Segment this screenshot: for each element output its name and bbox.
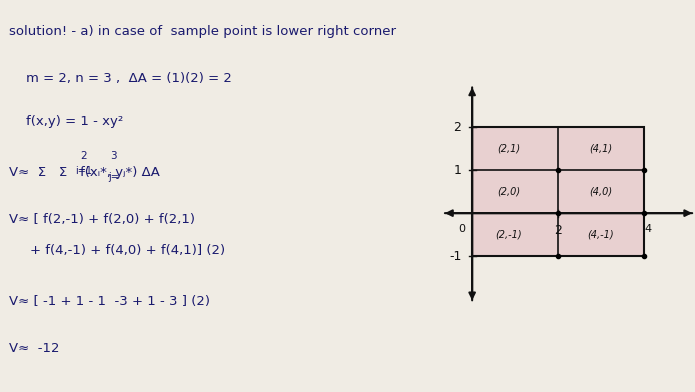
- Text: V≈  Σ   Σ   f(xᵢ*, yⱼ*) ΔA: V≈ Σ Σ f(xᵢ*, yⱼ*) ΔA: [8, 166, 159, 179]
- Text: (4,1): (4,1): [589, 144, 612, 154]
- Text: -1: -1: [449, 249, 461, 263]
- Text: i=1: i=1: [75, 167, 92, 176]
- Text: + f(4,-1) + f(4,0) + f(4,1)] (2): + f(4,-1) + f(4,0) + f(4,1)] (2): [30, 244, 225, 258]
- Text: V≈  -12: V≈ -12: [8, 342, 59, 356]
- Text: 1: 1: [454, 164, 461, 177]
- Text: V≈ [ -1 + 1 - 1  -3 + 1 - 3 ] (2): V≈ [ -1 + 1 - 1 -3 + 1 - 3 ] (2): [8, 295, 210, 309]
- Text: 0: 0: [459, 224, 466, 234]
- Text: (2,1): (2,1): [497, 144, 520, 154]
- Text: V≈ [ f(2,-1) + f(2,0) + f(2,1): V≈ [ f(2,-1) + f(2,0) + f(2,1): [8, 213, 195, 226]
- Text: (2,0): (2,0): [497, 187, 520, 197]
- Text: j=: j=: [108, 172, 119, 182]
- Text: solution! - a) in case of  sample point is lower right corner: solution! - a) in case of sample point i…: [8, 25, 395, 38]
- Text: (2,-1): (2,-1): [496, 230, 522, 240]
- Text: m = 2, n = 3 ,  ΔA = (1)(2) = 2: m = 2, n = 3 , ΔA = (1)(2) = 2: [26, 72, 231, 85]
- Text: 3: 3: [110, 151, 117, 161]
- Text: 4: 4: [644, 224, 651, 234]
- Text: 2: 2: [80, 151, 87, 161]
- Bar: [472, 127, 644, 256]
- Text: (4,-1): (4,-1): [587, 230, 614, 240]
- Text: 2: 2: [454, 121, 461, 134]
- Text: f(x,y) = 1 - xy²: f(x,y) = 1 - xy²: [26, 115, 123, 128]
- Text: 2: 2: [554, 224, 562, 237]
- Text: (4,0): (4,0): [589, 187, 612, 197]
